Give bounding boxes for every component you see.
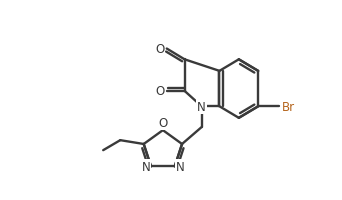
Text: N: N	[142, 160, 150, 173]
Text: N: N	[175, 160, 184, 173]
Text: O: O	[155, 85, 165, 98]
Text: Br: Br	[281, 100, 294, 113]
Text: N: N	[197, 100, 206, 113]
Text: O: O	[158, 117, 168, 130]
Text: O: O	[155, 43, 165, 56]
